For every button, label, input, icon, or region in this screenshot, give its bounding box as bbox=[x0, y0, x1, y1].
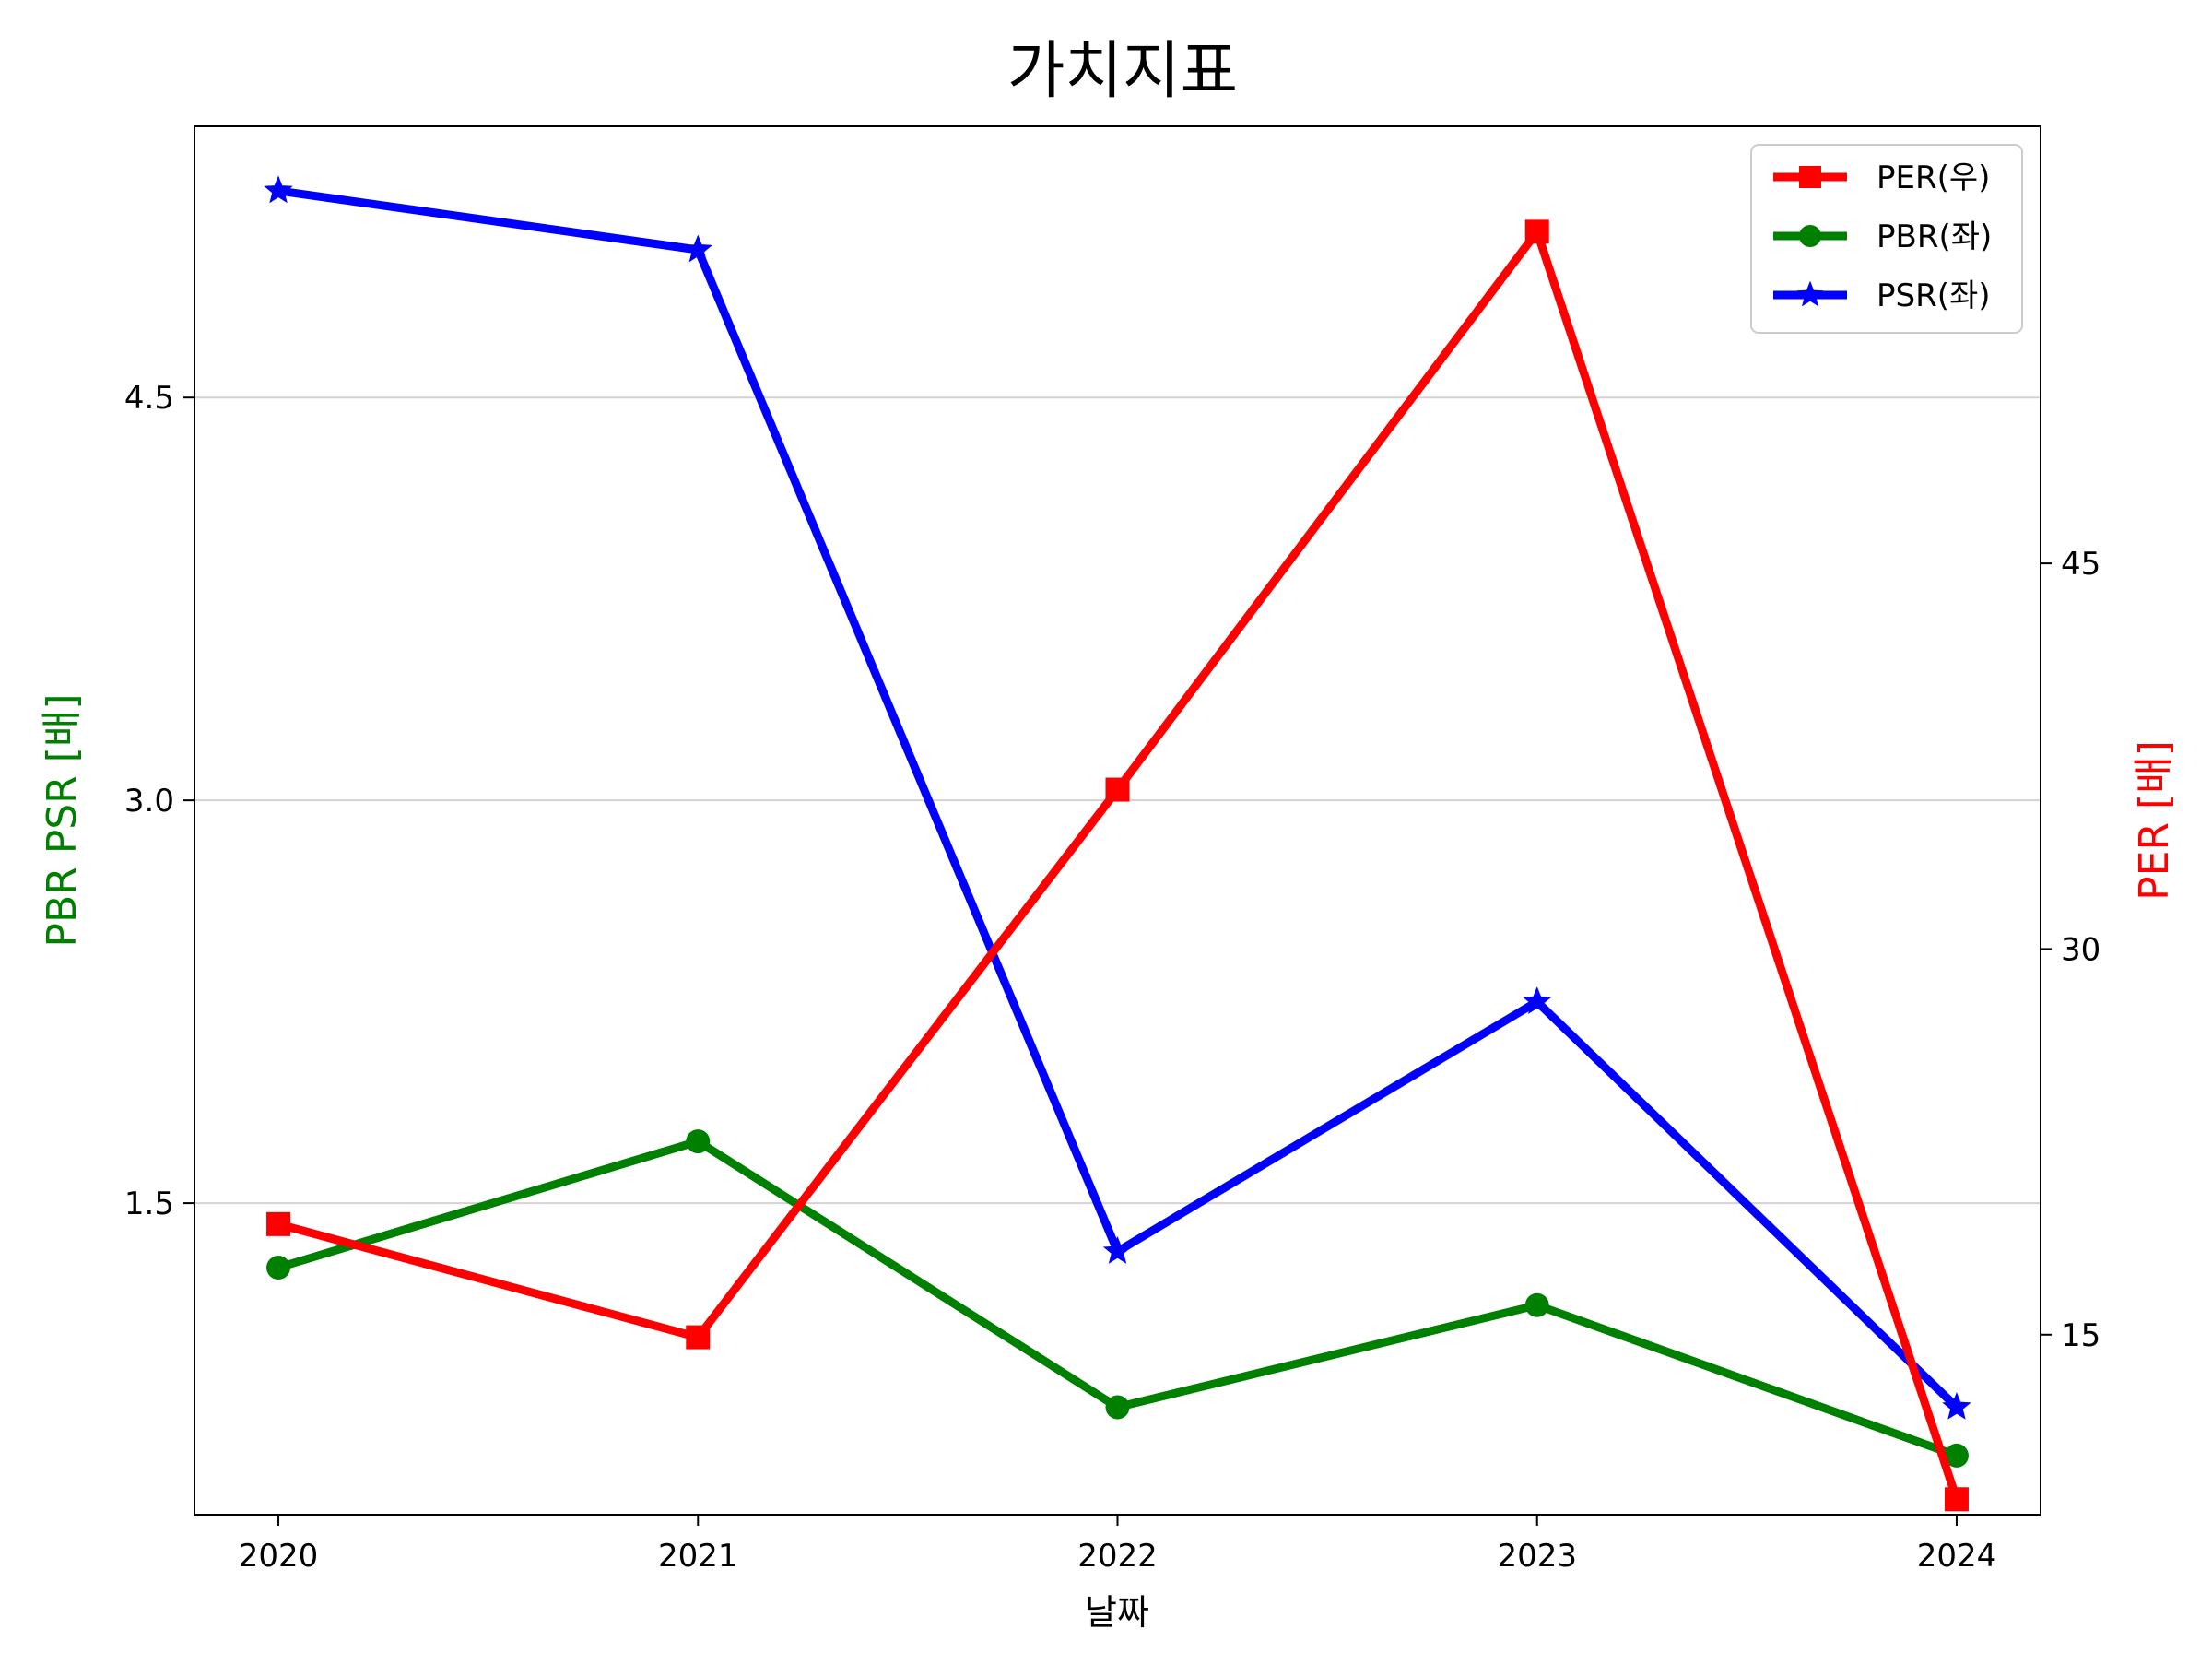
data-point-pbr bbox=[266, 1256, 291, 1280]
axes: 1.5 3.0 4.5 15 30 45 2020 2021 2022 2023 2024 bbox=[124, 380, 2100, 1575]
data-point-psr bbox=[683, 234, 712, 263]
legend: PER(우) PBR(좌) PSR(좌) bbox=[1750, 144, 2023, 334]
data-point-per bbox=[686, 1325, 711, 1350]
data-point-per bbox=[1524, 219, 1549, 244]
data-point-pbr bbox=[1944, 1443, 1969, 1468]
x-tick-label: 2022 bbox=[1077, 1538, 1158, 1575]
y-axis-label-right: PER [배] bbox=[2131, 740, 2178, 901]
x-tick-label: 2021 bbox=[658, 1538, 738, 1575]
legend-marker-psr bbox=[1796, 280, 1824, 307]
legend-marker-pbr bbox=[1799, 225, 1821, 247]
data-point-per bbox=[266, 1211, 291, 1236]
x-tick-label: 2020 bbox=[239, 1538, 319, 1575]
data-point-psr bbox=[1942, 1392, 1971, 1420]
legend-box bbox=[1750, 144, 2023, 334]
y-right-tick-label: 15 bbox=[2061, 1317, 2100, 1354]
y-left-tick-label: 3.0 bbox=[124, 783, 174, 820]
legend-marker-per bbox=[1799, 166, 1821, 188]
y-left-tick-label: 1.5 bbox=[124, 1186, 174, 1222]
x-tick-label: 2024 bbox=[1917, 1538, 1997, 1575]
legend-label-pbr: PBR(좌) bbox=[1877, 218, 1992, 255]
y-right-tick-label: 45 bbox=[2061, 546, 2100, 583]
chart-title: 가치지표 bbox=[1007, 35, 1238, 108]
series-group bbox=[264, 175, 1971, 1512]
data-point-per bbox=[1105, 777, 1130, 802]
legend-label-psr: PSR(좌) bbox=[1877, 277, 1991, 314]
data-point-psr bbox=[1102, 1235, 1133, 1264]
legend-label-per: PER(우) bbox=[1877, 159, 1990, 196]
data-point-psr bbox=[1523, 986, 1552, 1015]
y-left-tick-label: 4.5 bbox=[124, 380, 174, 417]
x-tick-label: 2023 bbox=[1497, 1538, 1577, 1575]
data-point-psr bbox=[264, 175, 293, 204]
data-point-per bbox=[1944, 1487, 1969, 1512]
x-axis-label: 날짜 bbox=[1085, 1592, 1149, 1633]
data-point-pbr bbox=[1524, 1292, 1549, 1317]
data-point-pbr bbox=[686, 1129, 711, 1154]
data-point-pbr bbox=[1105, 1395, 1130, 1420]
y-axis-label-left: PBR PSR [배] bbox=[39, 693, 86, 947]
y-right-tick-label: 30 bbox=[2061, 931, 2100, 968]
